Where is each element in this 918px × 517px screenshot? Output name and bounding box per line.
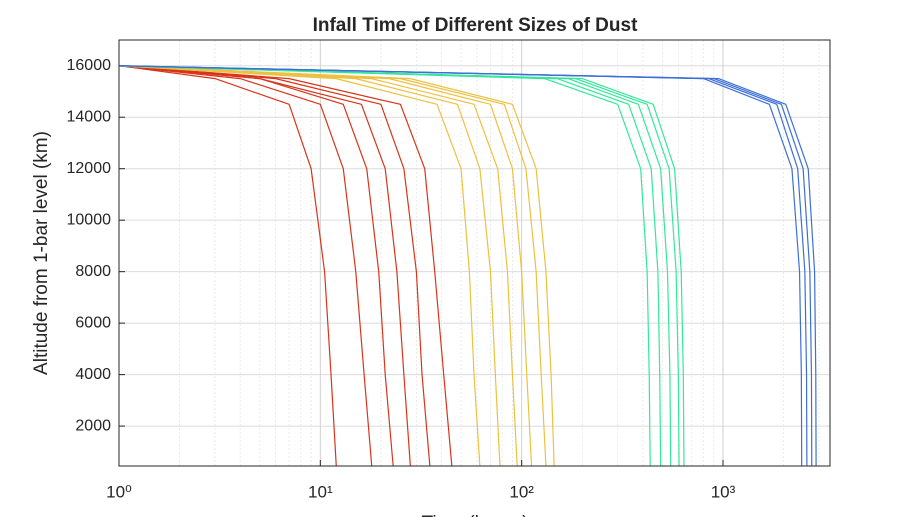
x-axis-label: Time (hours) [422, 513, 529, 517]
y-tick-label: 4000 [75, 366, 111, 383]
series-line [118, 65, 533, 467]
x-tick-label: 10¹ [308, 482, 333, 501]
y-tick-label: 14000 [67, 108, 112, 125]
y-tick-label: 16000 [67, 57, 112, 74]
series-line [118, 65, 651, 467]
series-line [118, 65, 680, 467]
series-line [118, 65, 394, 467]
x-tick-label: 10³ [711, 482, 736, 501]
series-line [118, 65, 481, 467]
series-line [118, 65, 337, 467]
y-tick-label: 12000 [67, 160, 112, 177]
series-line [118, 65, 555, 467]
y-tick-label: 6000 [75, 314, 111, 331]
y-axis-label: Altitude from 1-bar level (km) [31, 131, 52, 375]
series-line [118, 65, 411, 467]
series-line [118, 65, 518, 467]
y-tick-label: 8000 [75, 263, 111, 280]
series-line [118, 65, 501, 467]
y-tick-label: 10000 [67, 211, 112, 228]
chart-title: Infall Time of Different Sizes of Dust [313, 15, 638, 36]
series-line [118, 65, 662, 467]
series-line [118, 65, 453, 467]
series-line [118, 65, 685, 467]
plot-frame [118, 39, 831, 467]
y-tick-label: 2000 [75, 417, 111, 434]
x-tick-label: 10² [509, 482, 534, 501]
x-tick-label: 10⁰ [106, 482, 132, 501]
series-line [118, 65, 672, 467]
series-line [118, 65, 803, 467]
series-line [118, 65, 817, 467]
series-line [118, 65, 373, 467]
series-line [118, 65, 431, 467]
